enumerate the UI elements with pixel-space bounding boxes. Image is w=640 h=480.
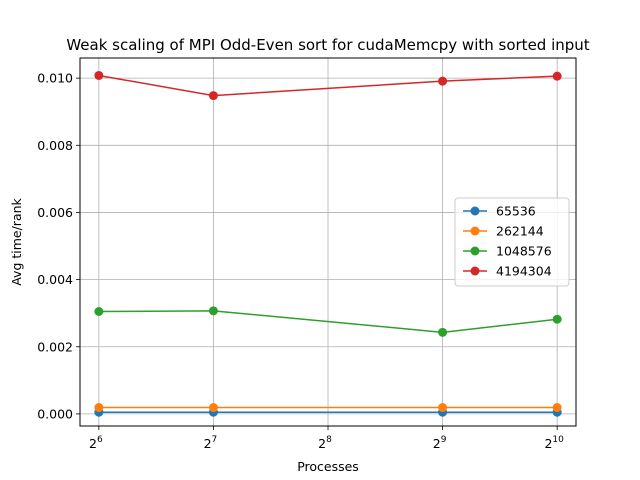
data-point-1048576: [438, 327, 448, 337]
y-tick-label: 0.002: [37, 339, 73, 354]
y-tick-label: 0.008: [37, 138, 73, 153]
series-line-4194304: [98, 74, 558, 97]
data-point-4194304: [208, 91, 218, 101]
y-tick-label: 0.000: [37, 406, 73, 421]
data-point-262144: [552, 403, 562, 413]
data-point-1048576: [94, 307, 104, 317]
y-tick-label: 0.010: [37, 71, 73, 86]
y-tick-label: 0.004: [37, 272, 73, 287]
x-tick-label: 27: [204, 435, 218, 451]
data-point-1048576: [208, 306, 218, 316]
legend: 65536 262144 1048576 4194304: [454, 197, 570, 287]
y-axis-ticks: 0.000 0.002 0.004 0.006 0.008 0.010: [37, 71, 80, 421]
legend-marker-262144: [470, 226, 480, 236]
y-axis-label: Avg time/rank: [9, 197, 24, 285]
data-point-4194304: [552, 71, 562, 81]
data-point-262144: [208, 403, 218, 413]
data-point-4194304: [438, 76, 448, 86]
x-tick-label: 29: [433, 435, 447, 451]
x-axis-ticks: 26 27 28 29 210: [89, 426, 564, 451]
data-point-1048576: [552, 314, 562, 324]
x-tick-label: 210: [544, 435, 564, 451]
data-point-4194304: [94, 70, 104, 80]
chart-title: Weak scaling of MPI Odd-Even sort for cu…: [66, 36, 589, 54]
legend-label-4194304: 4194304: [496, 264, 552, 279]
legend-marker-4194304: [470, 266, 480, 276]
legend-marker-1048576: [470, 246, 480, 256]
x-tick-label: 28: [318, 435, 332, 451]
data-point-262144: [438, 403, 448, 413]
legend-label-65536: 65536: [496, 204, 536, 219]
series-line-1048576: [98, 310, 558, 334]
legend-marker-65536: [470, 206, 480, 216]
legend-box: [454, 197, 570, 287]
legend-label-1048576: 1048576: [496, 244, 552, 259]
y-tick-label: 0.006: [37, 205, 73, 220]
legend-label-262144: 262144: [496, 224, 544, 239]
data-point-262144: [94, 403, 104, 413]
grid: [80, 58, 576, 426]
series-group: [94, 70, 562, 417]
x-axis-label: Processes: [297, 459, 359, 474]
x-tick-label: 26: [89, 435, 103, 451]
